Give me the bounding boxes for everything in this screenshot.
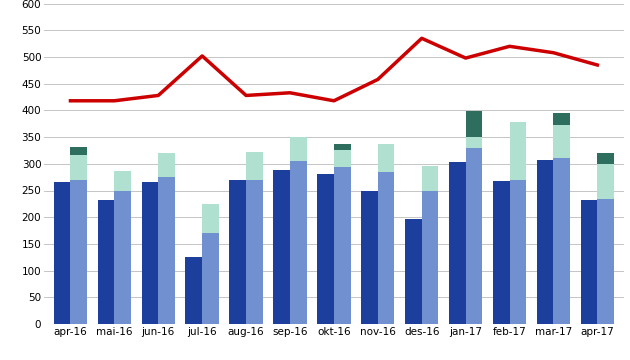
Bar	[158, 153, 175, 177]
Bar	[510, 122, 526, 180]
Bar	[493, 181, 510, 324]
Bar	[273, 170, 290, 324]
Bar	[98, 199, 115, 324]
Bar	[378, 172, 394, 324]
Bar	[318, 175, 334, 324]
Bar	[466, 137, 483, 148]
Bar	[290, 137, 307, 161]
Bar	[71, 180, 87, 324]
Bar	[246, 152, 263, 180]
Bar	[71, 147, 87, 155]
Bar	[185, 257, 202, 324]
Bar	[597, 198, 614, 324]
Bar	[229, 180, 246, 324]
Bar	[202, 233, 219, 324]
Bar	[334, 144, 350, 150]
Bar	[466, 112, 483, 137]
Bar	[142, 183, 158, 324]
Bar	[246, 180, 263, 324]
Bar	[361, 190, 378, 324]
Bar	[115, 190, 131, 324]
Bar	[378, 144, 394, 172]
Bar	[597, 164, 614, 198]
Bar	[553, 125, 570, 158]
Bar	[466, 148, 483, 324]
Bar	[405, 219, 421, 324]
Bar	[510, 180, 526, 324]
Bar	[54, 183, 71, 324]
Bar	[597, 153, 614, 164]
Bar	[421, 166, 438, 190]
Bar	[334, 167, 350, 324]
Bar	[421, 190, 438, 324]
Bar	[449, 162, 466, 324]
Bar	[553, 113, 570, 125]
Bar	[581, 200, 597, 324]
Bar	[202, 204, 219, 233]
Bar	[115, 171, 131, 190]
Bar	[158, 177, 175, 324]
Bar	[71, 155, 87, 180]
Bar	[553, 158, 570, 324]
Bar	[334, 150, 350, 167]
Bar	[290, 161, 307, 324]
Bar	[537, 159, 553, 324]
